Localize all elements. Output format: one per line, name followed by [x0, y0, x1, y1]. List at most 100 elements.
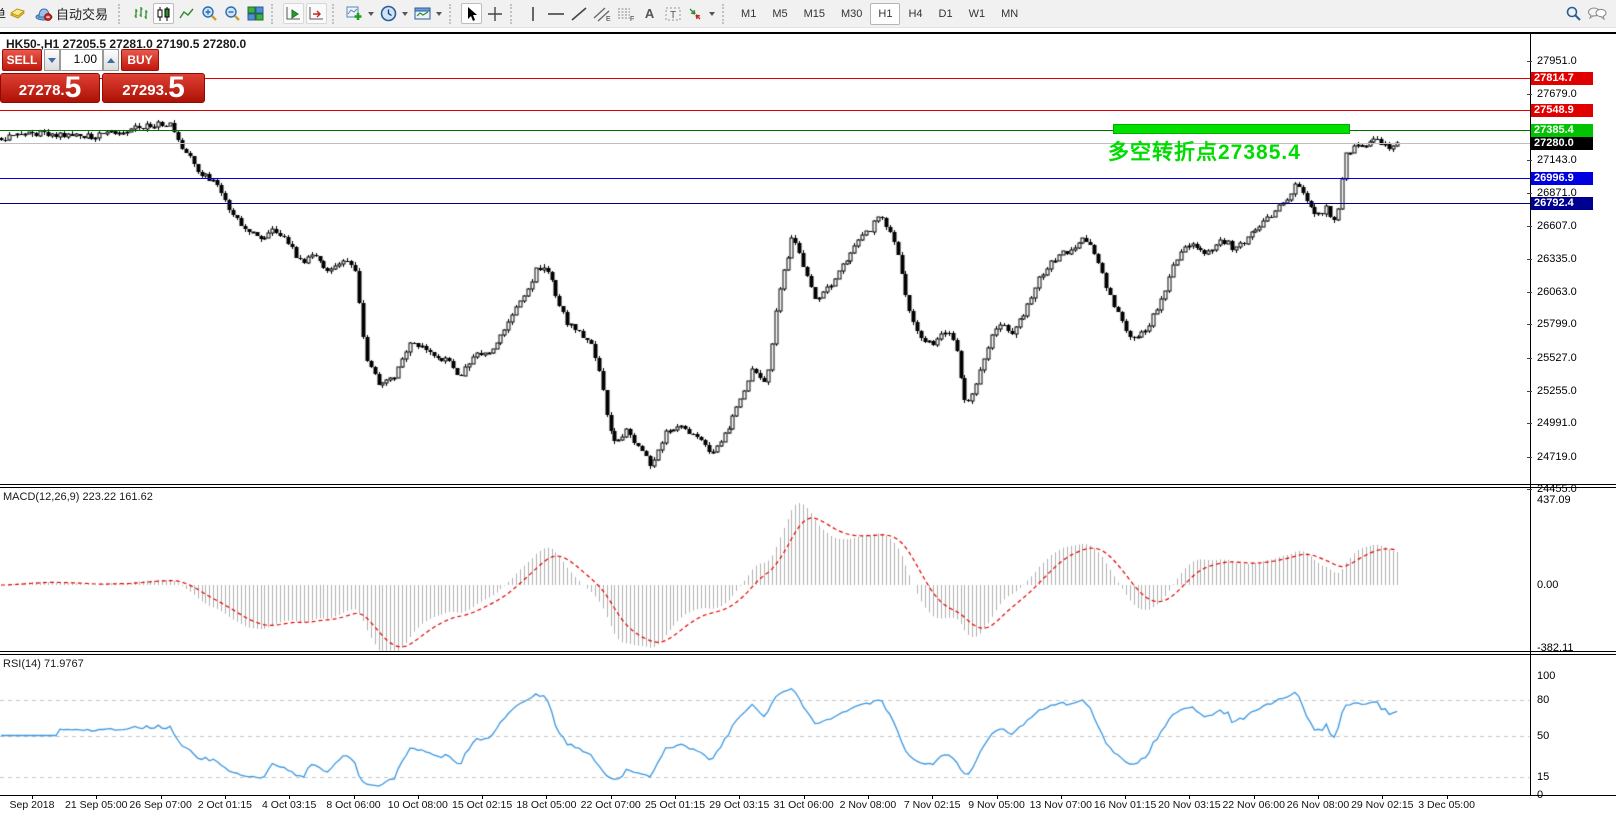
chat-icon[interactable]	[1586, 3, 1608, 24]
text-button[interactable]: A	[644, 6, 655, 21]
fibonacci-button[interactable]: F	[615, 3, 637, 24]
annotation-text[interactable]: 多空转折点27385.4	[1108, 141, 1301, 164]
candlestick-chart-button[interactable]	[153, 3, 175, 24]
search-icon[interactable]	[1563, 3, 1584, 24]
volume-up-button[interactable]	[103, 49, 119, 71]
toolbar-grip[interactable]	[332, 3, 339, 24]
autotrading-button[interactable]: 自动交易	[30, 3, 113, 24]
macd-canvas[interactable]	[0, 489, 1530, 651]
time-tick-label[interactable]: 8 Oct 06:00	[326, 799, 381, 811]
time-tick-label[interactable]: 2 Nov 08:00	[839, 799, 897, 811]
trendline-button[interactable]	[568, 3, 589, 24]
time-tick-label[interactable]: 13 Nov 07:00	[1029, 799, 1093, 811]
volume-down-button[interactable]	[44, 49, 60, 71]
timeframe-m15[interactable]: M15	[803, 7, 825, 20]
chart-shift-button[interactable]	[306, 3, 328, 24]
time-tick-label[interactable]: 25 Oct 01:15	[644, 799, 706, 811]
toolbar-grip[interactable]	[449, 3, 456, 24]
panel-separator[interactable]	[0, 484, 1616, 485]
time-tick-label[interactable]: 16 Nov 01:15	[1093, 799, 1157, 811]
toolbar-grip[interactable]	[118, 3, 125, 24]
time-tick-label[interactable]: 2 Oct 01:15	[197, 799, 253, 811]
time-tick	[1125, 795, 1127, 799]
buy-price-dot: .	[163, 82, 169, 99]
rsi-axis-label: 100	[1537, 670, 1556, 682]
highlight-rectangle[interactable]	[1113, 124, 1350, 134]
candlestick-canvas[interactable]	[0, 34, 1530, 484]
cursor-button[interactable]	[461, 3, 483, 24]
price-level-line[interactable]	[0, 130, 1530, 131]
zoom-out-button[interactable]	[222, 3, 243, 24]
templates-dropdown-arrow[interactable]	[436, 11, 443, 16]
templates-button[interactable]	[412, 3, 433, 24]
time-tick-label[interactable]: 9 Nov 05:00	[968, 799, 1025, 811]
toolbar-grip[interactable]	[510, 3, 517, 24]
toolbar-grip[interactable]	[722, 3, 729, 24]
autoscroll-button[interactable]	[283, 3, 305, 24]
time-tick	[1253, 795, 1255, 799]
time-tick-label[interactable]: 3 Dec 05:00	[1418, 799, 1475, 811]
time-tick-label[interactable]: 18 Oct 05:00	[516, 799, 577, 811]
tile-windows-icon	[247, 6, 264, 21]
arrows-dropdown-arrow[interactable]	[709, 11, 716, 16]
equidistant-channel-button[interactable]: E	[591, 3, 613, 24]
time-tick-label[interactable]: 29 Nov 02:15	[1351, 799, 1414, 811]
buy-price[interactable]: 27293. 5	[102, 73, 205, 103]
sell-price[interactable]: 27278. 5	[0, 73, 100, 103]
rsi-canvas[interactable]	[0, 656, 1530, 795]
panel-separator[interactable]	[0, 651, 1616, 652]
bar-chart-button[interactable]	[130, 3, 151, 24]
buy-button[interactable]: BUY	[121, 49, 159, 71]
timeframe-mn[interactable]: MN	[1001, 7, 1019, 20]
crosshair-button[interactable]	[484, 3, 505, 24]
arrows-button[interactable]	[685, 3, 706, 24]
trade-book-icon[interactable]	[7, 3, 28, 24]
timeframe-m1[interactable]: M1	[741, 7, 757, 20]
fibonacci-icon: F	[618, 8, 634, 22]
time-tick-label[interactable]: 29 Oct 03:15	[709, 799, 770, 811]
time-tick	[96, 795, 98, 799]
time-tick-label[interactable]: 31 Oct 06:00	[773, 799, 834, 811]
new-chart-button[interactable]	[344, 3, 365, 24]
zoom-in-button[interactable]	[199, 3, 220, 24]
sell-button[interactable]: SELL	[2, 49, 42, 71]
time-tick-label[interactable]: 10 Oct 08:00	[387, 799, 448, 811]
tile-windows-button[interactable]	[245, 3, 266, 24]
label-button[interactable]: T	[662, 3, 683, 24]
time-tick-label[interactable]: 4 Oct 03:15	[262, 799, 317, 811]
clock-icon	[380, 5, 397, 22]
price-level-line[interactable]	[0, 110, 1530, 111]
toolbar-grip[interactable]	[271, 3, 278, 24]
timeframe-m5[interactable]: M5	[772, 7, 788, 20]
timeframe-m30[interactable]: M30	[841, 7, 863, 20]
price-level-line[interactable]	[0, 78, 1530, 79]
time-tick-label[interactable]: 15 Oct 02:15	[452, 799, 513, 811]
panel-separator[interactable]	[0, 487, 1616, 488]
time-tick-label[interactable]: 7 Nov 02:15	[903, 799, 961, 811]
timeframe-h1[interactable]: H1	[870, 2, 901, 25]
line-chart-button[interactable]	[176, 3, 197, 24]
price-level-line[interactable]	[0, 143, 1530, 144]
price-tick	[1527, 259, 1532, 260]
price-level-line[interactable]	[0, 203, 1530, 204]
vertical-line-button[interactable]	[522, 3, 543, 24]
new-order-partial-icon[interactable]: 单	[0, 4, 6, 23]
time-tick-label[interactable]: 21 Sep 05:00	[65, 799, 128, 811]
horizontal-line-button[interactable]	[545, 3, 566, 24]
periods-button[interactable]	[378, 3, 399, 24]
periods-dropdown-arrow[interactable]	[402, 11, 409, 16]
panel-separator[interactable]	[0, 654, 1616, 655]
time-tick-label[interactable]: 20 Nov 03:15	[1158, 799, 1221, 811]
time-tick-label[interactable]: 22 Nov 06:00	[1222, 799, 1285, 811]
time-tick-label[interactable]: 22 Oct 07:00	[580, 799, 641, 811]
timeframe-w1[interactable]: W1	[968, 7, 986, 20]
time-tick-label[interactable]: 26 Sep 07:00	[129, 799, 192, 811]
timeframe-d1[interactable]: D1	[938, 7, 953, 20]
time-tick	[996, 795, 998, 799]
price-level-line[interactable]	[0, 178, 1530, 179]
timeframe-h4[interactable]: H4	[908, 7, 923, 20]
new-chart-dropdown-arrow[interactable]	[368, 11, 375, 16]
time-tick-label[interactable]: 26 Nov 08:00	[1286, 799, 1350, 811]
time-tick-label[interactable]: Sep 2018	[9, 799, 55, 811]
volume-input[interactable]: 1.00	[60, 49, 103, 71]
